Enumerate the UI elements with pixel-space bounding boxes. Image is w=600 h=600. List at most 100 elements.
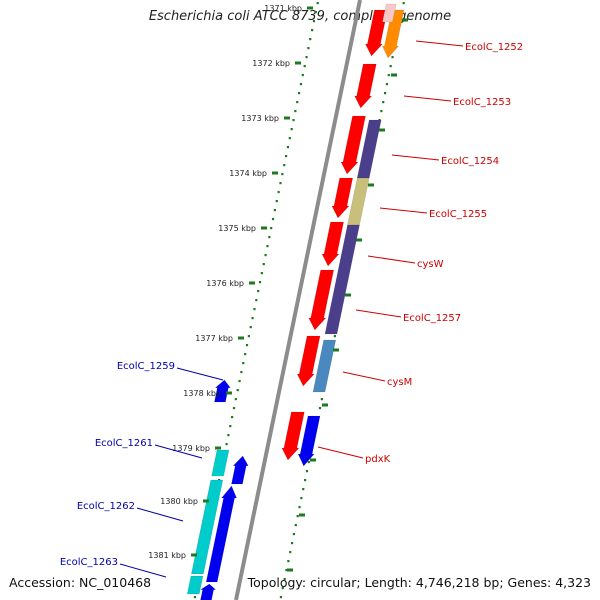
outer-ruler-dot <box>287 560 290 563</box>
callout-line <box>403 95 452 102</box>
inner-ruler-dot <box>238 380 241 383</box>
annotation-steelblue-block <box>312 339 337 393</box>
outer-ruler-tick-mark <box>322 403 328 407</box>
outer-ruler-tick-mark <box>287 568 293 572</box>
inner-ruler-dot <box>245 344 249 347</box>
inner-ruler-dot <box>284 155 288 158</box>
forward-gene-arrow <box>340 115 366 175</box>
outer-ruler-dot <box>333 335 336 338</box>
outer-ruler-dot <box>391 56 394 59</box>
gene-callouts: EcolC_1252 EcolC_1253 EcolC_1254 EcolC_1255… <box>60 40 523 578</box>
callout-line <box>355 309 402 318</box>
outer-ruler-dot <box>294 524 297 527</box>
ruler-tick-label: 1378 kbp <box>183 389 221 398</box>
ruler-tick-mark <box>226 391 232 395</box>
inner-ruler-dot <box>268 236 271 239</box>
ruler-tick-mark <box>238 336 244 340</box>
gene-label-ecolc_1252: EcolC_1252 <box>465 42 523 53</box>
gene-label-ecolc_1261: EcolC_1261 <box>95 438 153 449</box>
annotation-cyan-block <box>211 449 230 477</box>
inner-ruler-dot <box>240 371 243 374</box>
outer-ruler-dot <box>320 398 323 401</box>
callout-line <box>415 40 464 47</box>
outer-ruler-tick-mark <box>333 348 339 352</box>
outer-ruler-dot <box>302 488 305 491</box>
forward-gene-arrow <box>331 177 354 219</box>
outer-ruler-tick-mark <box>356 238 362 242</box>
callout-line <box>342 371 386 382</box>
inner-ruler-dot <box>283 164 286 167</box>
outer-ruler-tick-mark <box>379 128 385 132</box>
ruler-tick-label: 1376 kbp <box>206 279 244 288</box>
reverse-gene-arrow <box>199 583 217 600</box>
outer-ruler-dot <box>283 578 286 581</box>
gene-label-ecolc_1259: EcolC_1259 <box>117 361 175 372</box>
ruler-tick-label: 1371 kbp <box>264 4 302 13</box>
reverse-gene-arrow <box>214 379 231 403</box>
inner-ruler-dot <box>270 227 273 230</box>
forward-gene-arrow <box>308 269 335 331</box>
ruler-tick-mark <box>249 281 255 285</box>
inner-ruler-dot <box>271 218 275 221</box>
outer-ruler-dot <box>382 101 385 104</box>
annotation-purple-block <box>324 224 360 335</box>
inner-ruler-dot <box>301 74 304 77</box>
inner-ruler-dot <box>288 137 291 140</box>
inner-ruler-dot <box>253 308 256 311</box>
ruler-tick-label: 1381 kbp <box>148 551 186 560</box>
outer-ruler-dot <box>285 569 288 572</box>
outer-ruler-tick-mark <box>299 513 305 517</box>
genome-backbone <box>234 0 362 600</box>
gene-label-cysm: cysM <box>387 377 412 388</box>
annotation-cyan-block <box>186 575 204 595</box>
ruler-tick-label: 1377 kbp <box>195 334 233 343</box>
inner-ruler-dot <box>193 596 197 599</box>
callout-line <box>317 446 364 459</box>
outer-ruler-dot <box>385 83 389 86</box>
inner-ruler-dot <box>314 11 317 14</box>
inner-ruler-dot <box>225 443 228 446</box>
ruler-tick-mark <box>203 499 209 503</box>
gene-label-ecolc_1263: EcolC_1263 <box>60 557 118 568</box>
inner-ruler-dot <box>312 20 316 23</box>
inner-ruler-dot <box>296 101 299 104</box>
inner-ruler-dot <box>279 182 282 185</box>
callout-line <box>154 444 203 459</box>
ruler-tick-mark <box>191 553 197 557</box>
outer-ruler-dot <box>305 470 309 473</box>
forward-gene-arrow <box>321 221 344 267</box>
callout-line <box>367 255 416 264</box>
annotation-orange-block <box>382 9 405 59</box>
outer-ruler-tick-mark <box>345 293 351 297</box>
inner-ruler-dot <box>292 119 295 122</box>
forward-gene-arrow <box>281 411 305 461</box>
outer-ruler-tick-mark <box>402 18 408 22</box>
gene-features <box>186 3 405 600</box>
inner-ruler-dot <box>244 353 247 356</box>
gene-label-ecolc_1254: EcolC_1254 <box>441 156 499 167</box>
inner-ruler-dot <box>264 254 267 257</box>
inner-ruler-dot <box>286 146 290 149</box>
reverse-gene-arrow <box>205 485 238 583</box>
ruler-tick-label: 1374 kbp <box>229 169 267 178</box>
gene-label-pdxk: pdxK <box>365 454 391 465</box>
callout-line <box>176 367 224 381</box>
inner-ruler-dot <box>273 209 277 212</box>
inner-ruler-dot <box>229 425 232 428</box>
forward-gene-arrow <box>354 63 377 109</box>
ruler-tick-label: 1380 kbp <box>160 497 198 506</box>
gene-label-ecolc_1253: EcolC_1253 <box>453 97 511 108</box>
callout-line <box>136 507 184 522</box>
callout-line <box>391 154 440 161</box>
forward-gene-arrow <box>296 335 321 387</box>
inner-ruler-dot <box>251 317 254 320</box>
inner-ruler-dot <box>227 434 230 437</box>
inner-ruler-dot <box>297 92 301 95</box>
callout-line <box>119 563 167 578</box>
outer-ruler-dot <box>289 551 292 554</box>
ruler-tick-mark <box>215 446 221 450</box>
outer-ruler-dot <box>318 407 322 410</box>
inner-ruler-dot <box>234 398 237 401</box>
